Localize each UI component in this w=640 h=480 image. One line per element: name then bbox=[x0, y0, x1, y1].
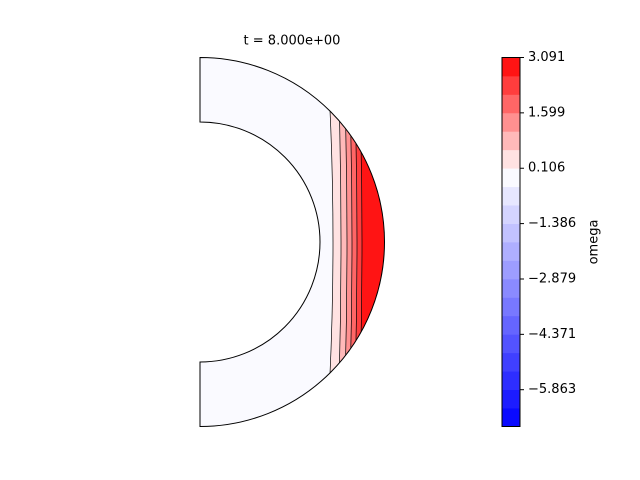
colorbar-tick-label: −2.879 bbox=[528, 271, 576, 286]
colorbar-band bbox=[502, 389, 520, 409]
colorbar-tick-label: −1.386 bbox=[528, 216, 576, 231]
colorbar-tick-label: −5.863 bbox=[528, 382, 576, 397]
colorbar-band bbox=[502, 260, 520, 280]
domain-outline bbox=[199, 56, 385, 428]
colorbar-band bbox=[502, 278, 520, 298]
colorbar-tick-label: 3.091 bbox=[528, 50, 565, 65]
colorbar-band bbox=[502, 112, 520, 132]
colorbar-band bbox=[502, 352, 520, 372]
colorbar-band bbox=[502, 186, 520, 206]
colorbar-band bbox=[502, 168, 520, 188]
colorbar-band bbox=[502, 315, 520, 335]
colorbar-tick-label: 0.106 bbox=[528, 161, 565, 176]
colorbar-band bbox=[502, 242, 520, 261]
colorbar-band bbox=[502, 205, 520, 224]
colorbar-band bbox=[502, 75, 520, 95]
colorbar-band bbox=[502, 334, 520, 354]
colorbar-band bbox=[502, 371, 520, 390]
colorbar-band bbox=[502, 408, 520, 427]
colorbar-band bbox=[502, 297, 520, 317]
colorbar-frame bbox=[501, 57, 521, 427]
colorbar-band bbox=[502, 223, 520, 243]
colorbar-band bbox=[502, 149, 520, 169]
colorbar-label: omega bbox=[587, 220, 602, 265]
colorbar-tick-label: −4.371 bbox=[528, 327, 576, 342]
colorbar-band bbox=[502, 94, 520, 114]
contour-band bbox=[357, 57, 385, 427]
colorbar-band bbox=[502, 131, 520, 151]
chart-title: t = 8.000e+00 bbox=[244, 34, 341, 49]
field bbox=[200, 57, 385, 427]
colorbar: 3.091 1.599 0.106 −1.386 −2.879 −4.371 −5.863 bbox=[501, 50, 576, 427]
colorbar-tick-label: 1.599 bbox=[528, 105, 565, 120]
colorbar-band bbox=[502, 57, 520, 77]
